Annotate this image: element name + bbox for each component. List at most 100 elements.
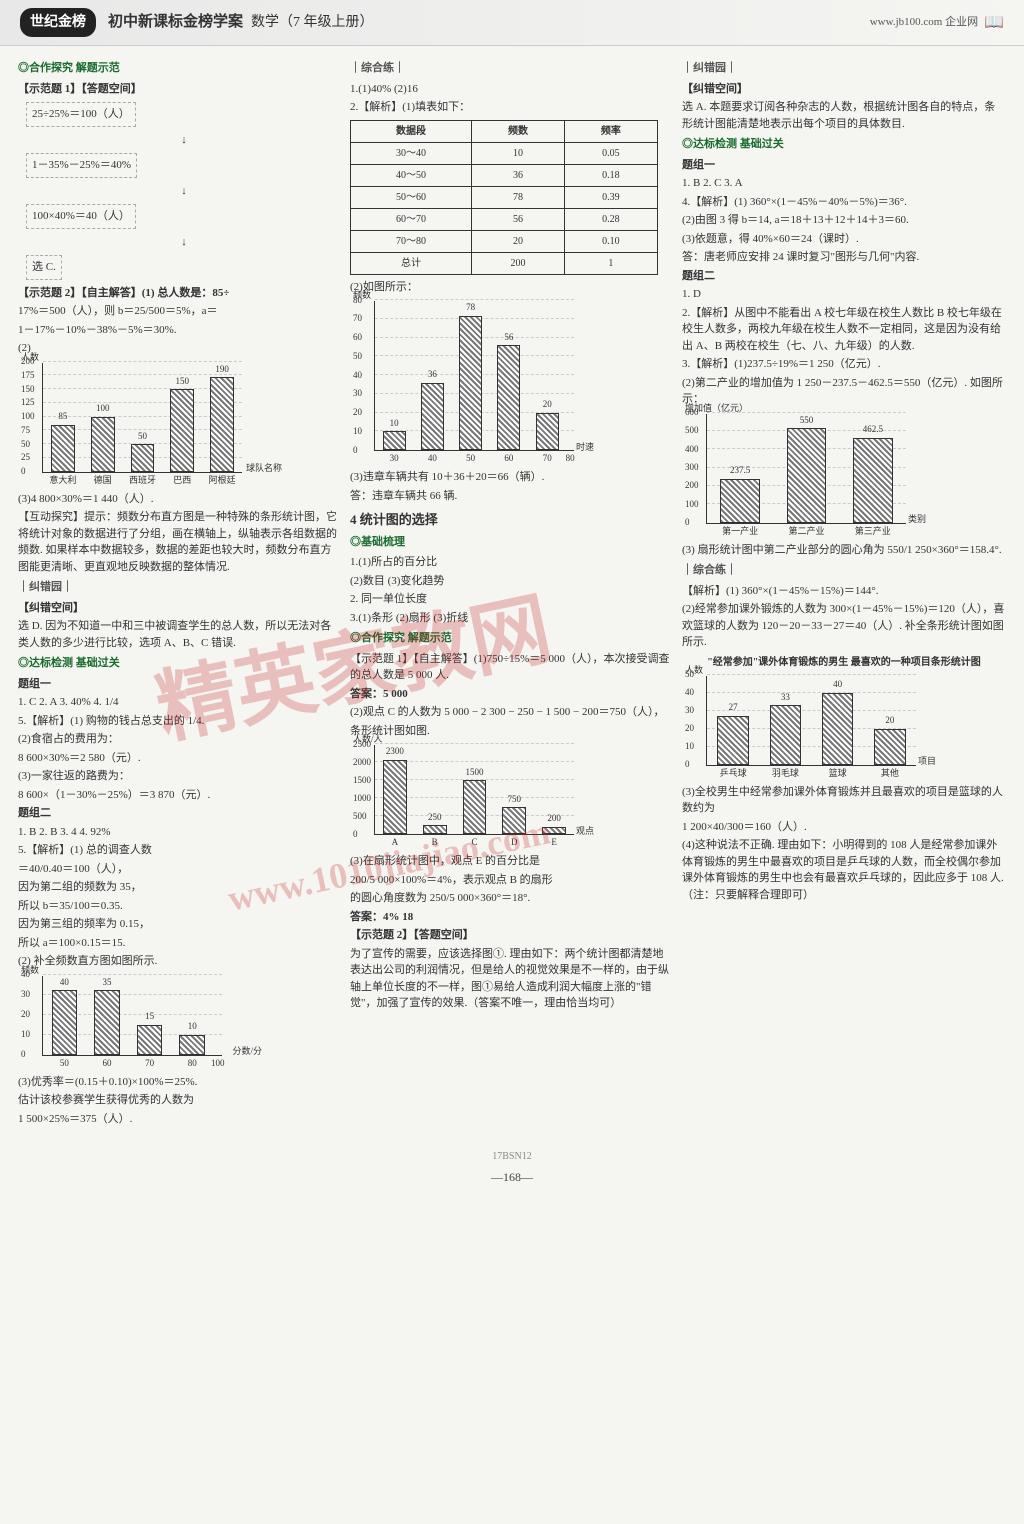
- table-cell: 36: [472, 164, 565, 186]
- col2-l5: 答：违章车辆共 66 辆.: [350, 488, 674, 505]
- th-3: 频率: [564, 120, 657, 142]
- col1-g1-l6: 8 600×（1－30%－25%）＝3 870（元）.: [18, 787, 342, 804]
- col1-g2-l8: (2) 补全频数直方图如图所示.: [18, 953, 342, 970]
- col2-s3-l6: 的圆心角度数为 250/5 000×360°＝18°.: [350, 890, 674, 907]
- col1-g2-l4: 因为第二组的频数为 35，: [18, 879, 342, 896]
- col1-g2-l9: (3)优秀率＝(0.15＋0.10)×100%＝25%.: [18, 1074, 342, 1091]
- header-url: www.jb100.com 企业网: [870, 14, 978, 31]
- col1-calc-1: 25÷25%＝100（人）: [26, 102, 136, 127]
- table-cell: 70～80: [351, 230, 472, 252]
- col3-sec1-title: 【纠错空间】: [682, 81, 1006, 98]
- col1-g1-l1: 1. C 2. A 3. 40% 4. 1/4: [18, 694, 342, 711]
- table-cell: 200: [472, 252, 565, 274]
- logo-badge: 世纪金榜: [20, 8, 96, 37]
- table-cell: 总计: [351, 252, 472, 274]
- col2-l4: (3)违章车辆共有 10＋36＋20＝66（辆）.: [350, 469, 674, 486]
- col2-sec2-sub: ◎基础梳理: [350, 534, 674, 551]
- footer-code: 17BSN12: [0, 1149, 1024, 1164]
- frequency-table: 数据段 频数 频率 30～40100.0540～50360.1850～60780…: [350, 120, 658, 275]
- col1-calc-2: 1－35%－25%＝40%: [26, 153, 137, 178]
- table-row: 70～80200.10: [351, 230, 658, 252]
- col1-g2-l2: 5.【解析】(1) 总的调查人数: [18, 842, 342, 859]
- col2-s2-l1: 1.(1)所占的百分比: [350, 554, 674, 571]
- chart2-score-hist: 频数分数/分0102030404050356015701080100: [18, 976, 342, 1056]
- table-row: 60～70560.28: [351, 208, 658, 230]
- col2-s3-body: 为了宣传的需要，应该选择图①. 理由如下：两个统计图都清楚地表达出公司的利润情况…: [350, 946, 674, 1012]
- table-cell: 56: [472, 208, 565, 230]
- col1-g1-head: 题组一: [18, 676, 342, 693]
- col2-l2: 2.【解析】(1)填表如下：: [350, 99, 674, 116]
- table-row: 总计2001: [351, 252, 658, 274]
- table-row: 30～40100.05: [351, 142, 658, 164]
- col3-g2-head: 题组二: [682, 268, 1006, 285]
- col3-s3-l3: (3)全校男生中经常参加课外体育锻炼并且最喜欢的项目是篮球的人数约为: [682, 784, 1006, 817]
- table-cell: 0.18: [564, 164, 657, 186]
- col1-g2-l11: 1 500×25%＝375（人）.: [18, 1111, 342, 1128]
- col1-g1-l4: 8 600×30%＝2 580（元）.: [18, 750, 342, 767]
- col2-s2-l4: 3.(1)条形 (2)扇形 (3)折线: [350, 610, 674, 627]
- col1-ex2-title: 【示范题 2】【自主解答】(1) 总人数是：85÷: [18, 285, 342, 302]
- col3-s3-l2: (2)经常参加课外锻炼的人数为 300×(1－45%－15%)＝120（人），喜…: [682, 601, 1006, 651]
- col1-g1-l2: 5.【解析】(1) 购物的钱占总支出的 1/4.: [18, 713, 342, 730]
- table-cell: 10: [472, 142, 565, 164]
- table-cell: 30～40: [351, 142, 472, 164]
- table-row: 50～60780.39: [351, 186, 658, 208]
- col1-ex2-l1: 17%＝500（人），则 b＝25/500＝5%，a＝: [18, 303, 342, 320]
- table-body: 30～40100.0540～50360.1850～60780.3960～7056…: [351, 142, 658, 274]
- table-cell: 78: [472, 186, 565, 208]
- chart6-sport-bar: 人数项目0102030405027乒乓球33羽毛球40篮球20其他: [682, 676, 1006, 766]
- col2-s2-l2: (2)数目 (3)变化趋势: [350, 573, 674, 590]
- book-icon: 📖: [984, 11, 1004, 35]
- col3-g1-l3: (2)由图 3 得 b＝14, a＝18＋13＋12＋14＋3＝60.: [682, 212, 1006, 229]
- col2-l3: (2)如图所示：: [350, 279, 674, 296]
- page-header: 世纪金榜 初中新课标金榜学案 数学（7 年级上册） www.jb100.com …: [0, 0, 1024, 46]
- table-cell: 0.28: [564, 208, 657, 230]
- col2-s3-l2: (2)观点 C 的人数为 5 000 − 2 300 − 250 − 1 500…: [350, 704, 674, 721]
- col1-ex1-title: 【示范题 1】【答题空间】: [18, 81, 342, 98]
- column-1: ◎合作探究 解题示范 【示范题 1】【答题空间】 25÷25%＝100（人） ↓…: [18, 56, 342, 1129]
- col1-sec3-head: ◎达标检测 基础过关: [18, 655, 342, 672]
- col1-g2-head: 题组二: [18, 805, 342, 822]
- col1-g2-l7: 所以 a＝100×0.15＝15.: [18, 935, 342, 952]
- col3-g1-head: 题组一: [682, 157, 1006, 174]
- col3-g1-l4: (3)依题意，得 40%×60＝24（课时）.: [682, 231, 1006, 248]
- col1-sec2-body: 选 D. 因为不知道一中和三中被调查学生的总人数，所以无法对各类人数的多少进行比…: [18, 618, 342, 651]
- col2-sec1-head: ｜综合练｜: [350, 60, 674, 77]
- col3-s3-l5: (4)这种说法不正确. 理由如下：小明得到的 108 人是经常参加课外体育锻炼的…: [682, 837, 1006, 903]
- th-2: 频数: [472, 120, 565, 142]
- col1-g1-l5: (3)一家往返的路费为：: [18, 768, 342, 785]
- col1-l8: (3)4 800×30%＝1 440（人）.: [18, 491, 342, 508]
- col1-interact-note: 【互动探究】提示：频数分布直方图是一种特殊的条形统计图，它将统计对象的数据进行了…: [18, 509, 342, 575]
- col3-g2-l3: 3.【解析】(1)237.5÷19%＝1 250（亿元）.: [682, 356, 1006, 373]
- chart3-speed-hist: 频数时速010203040506070801030364078505660207…: [350, 301, 674, 451]
- col3-s3-l4: 1 200×40/300＝160（人）.: [682, 819, 1006, 836]
- column-3: ｜纠错园｜ 【纠错空间】 选 A. 本题要求订阅各种杂志的人数，根据统计图各自的…: [682, 56, 1006, 1129]
- col1-g2-l3: ＝40/0.40＝100（人），: [18, 861, 342, 878]
- header-title: 初中新课标金榜学案: [108, 11, 243, 34]
- col3-sec2-head: ◎达标检测 基础过关: [682, 136, 1006, 153]
- col3-s3-l1: 【解析】(1) 360°×(1－45%－15%)＝144°.: [682, 583, 1006, 600]
- col1-calc-4: 选 C.: [26, 255, 62, 280]
- col2-s2-l3: 2. 同一单位长度: [350, 591, 674, 608]
- th-1: 数据段: [351, 120, 472, 142]
- chart1-team-bar: 人数球队名称025507510012515017520085意大利100德国50…: [18, 363, 342, 473]
- col3-g1-l2: 4.【解析】(1) 360°×(1－45%－40%－5%)＝36°.: [682, 194, 1006, 211]
- col3-g1-l1: 1. B 2. C 3. A: [682, 175, 1006, 192]
- col1-sec2-title: 【纠错空间】: [18, 600, 342, 617]
- footer-page: —168—: [0, 1168, 1024, 1186]
- col1-ex2-l2: 1－17%－10%－38%－5%＝30%.: [18, 322, 342, 339]
- page-columns: ◎合作探究 解题示范 【示范题 1】【答题空间】 25÷25%＝100（人） ↓…: [0, 46, 1024, 1139]
- col2-s3-ans2: 答案：4% 18: [350, 909, 674, 926]
- col3-g1-l5: 答：唐老师应安排 24 课时复习"图形与几何"内容.: [682, 249, 1006, 266]
- chart4-viewpoint-bar: 人数/人观点050010001500200025002300A250B1500C…: [350, 745, 674, 835]
- col1-ex2-l3: (2): [18, 340, 342, 357]
- page-footer: 17BSN12 —168—: [0, 1139, 1024, 1206]
- col3-sec3-head: ｜综合练｜: [682, 562, 1006, 579]
- chart5-industry-bar: 增加值（亿元）类别0100200300400500600237.5第一产业550…: [682, 414, 1006, 524]
- col1-g2-l6: 因为第三组的频率为 0.15，: [18, 916, 342, 933]
- col3-g2-l1: 1. D: [682, 286, 1006, 303]
- col3-g2-l2: 2.【解析】从图中不能看出 A 校七年级在校生人数比 B 校七年级在校生人数多，…: [682, 305, 1006, 355]
- col2-sec2-head: 4 统计图的选择: [350, 510, 674, 530]
- col2-s3-t1: 【示范题 1】【自主解答】(1)750÷15%＝5 000（人），本次接受调查的…: [350, 651, 674, 684]
- header-subject: 数学（7 年级上册）: [251, 12, 374, 33]
